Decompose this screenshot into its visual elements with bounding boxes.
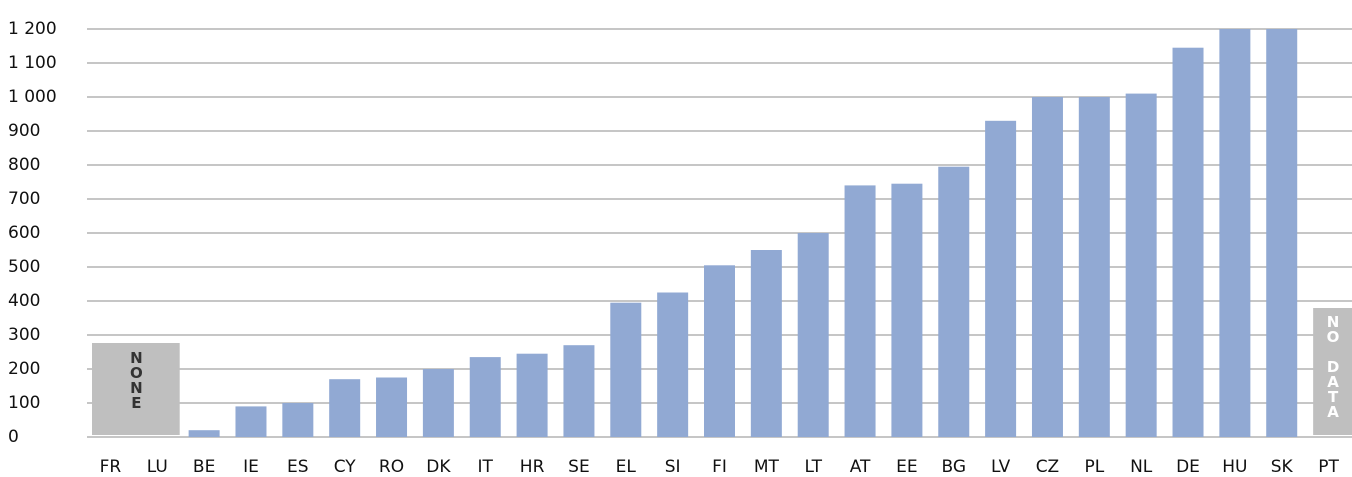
bar (1266, 29, 1298, 437)
x-tick-label: LU (147, 457, 168, 477)
x-tick-label: NL (1130, 457, 1153, 477)
y-tick-label: 400 (8, 291, 40, 311)
bar (610, 302, 642, 437)
y-tick-label: 300 (8, 325, 40, 345)
x-tick-label: DE (1176, 457, 1200, 477)
no-data-box (1313, 308, 1352, 435)
bar (235, 406, 267, 437)
x-tick-label: BE (193, 457, 215, 477)
bar (282, 403, 314, 437)
x-tick-label: SI (665, 457, 681, 477)
x-tick-label: IE (243, 457, 259, 477)
bar (469, 357, 501, 437)
bar (188, 430, 220, 437)
x-tick-label: EE (896, 457, 917, 477)
bar (797, 233, 829, 437)
x-tick-label: HR (520, 457, 545, 477)
bar (750, 250, 782, 437)
x-tick-label: CZ (1036, 457, 1060, 477)
bar (329, 379, 361, 437)
y-tick-label: 0 (8, 427, 19, 447)
bar (376, 377, 408, 437)
bar (985, 120, 1017, 438)
x-tick-label: HU (1222, 457, 1247, 477)
bar (516, 353, 548, 437)
x-tick-label: DK (426, 457, 451, 477)
x-tick-label: SE (568, 457, 590, 477)
y-tick-label: 1 200 (8, 19, 57, 39)
x-tick-label: AT (850, 457, 871, 477)
y-tick-label: 700 (8, 189, 40, 209)
y-tick-label: 500 (8, 257, 40, 277)
bar (1172, 47, 1204, 437)
x-tick-label: MT (754, 457, 780, 477)
y-tick-label: 100 (8, 393, 40, 413)
x-tick-label: PL (1084, 457, 1104, 477)
bar (704, 265, 735, 437)
bar (844, 185, 876, 437)
x-tick-label: BG (941, 457, 966, 477)
x-tick-label: IT (478, 457, 494, 477)
x-tick-label: ES (287, 457, 309, 477)
x-tick-label: CY (334, 457, 357, 477)
none-label: NONE (127, 349, 145, 409)
x-tick-label: LT (804, 457, 822, 477)
no-data-label: NO DATA (1324, 313, 1342, 418)
y-tick-label: 200 (8, 359, 40, 379)
bar (657, 292, 689, 437)
x-tick-label: SK (1271, 457, 1294, 477)
bar (1125, 93, 1157, 437)
bar (563, 345, 595, 437)
bar (1078, 97, 1110, 437)
bar (1031, 97, 1063, 437)
x-tick-label: FI (712, 457, 727, 477)
x-tick-label: LV (991, 457, 1011, 477)
y-tick-label: 900 (8, 121, 40, 141)
none-box (92, 343, 180, 435)
y-tick-label: 800 (8, 155, 40, 175)
bar (938, 166, 970, 437)
x-tick-label: PT (1318, 457, 1339, 477)
bar (422, 369, 454, 437)
x-tick-label: FR (100, 457, 122, 477)
x-tick-label: EL (616, 457, 637, 477)
bar (891, 183, 923, 437)
y-tick-label: 600 (8, 223, 40, 243)
bar (1219, 29, 1251, 437)
y-tick-label: 1 100 (8, 53, 57, 73)
y-tick-label: 1 000 (8, 87, 57, 107)
x-tick-label: RO (379, 457, 404, 477)
